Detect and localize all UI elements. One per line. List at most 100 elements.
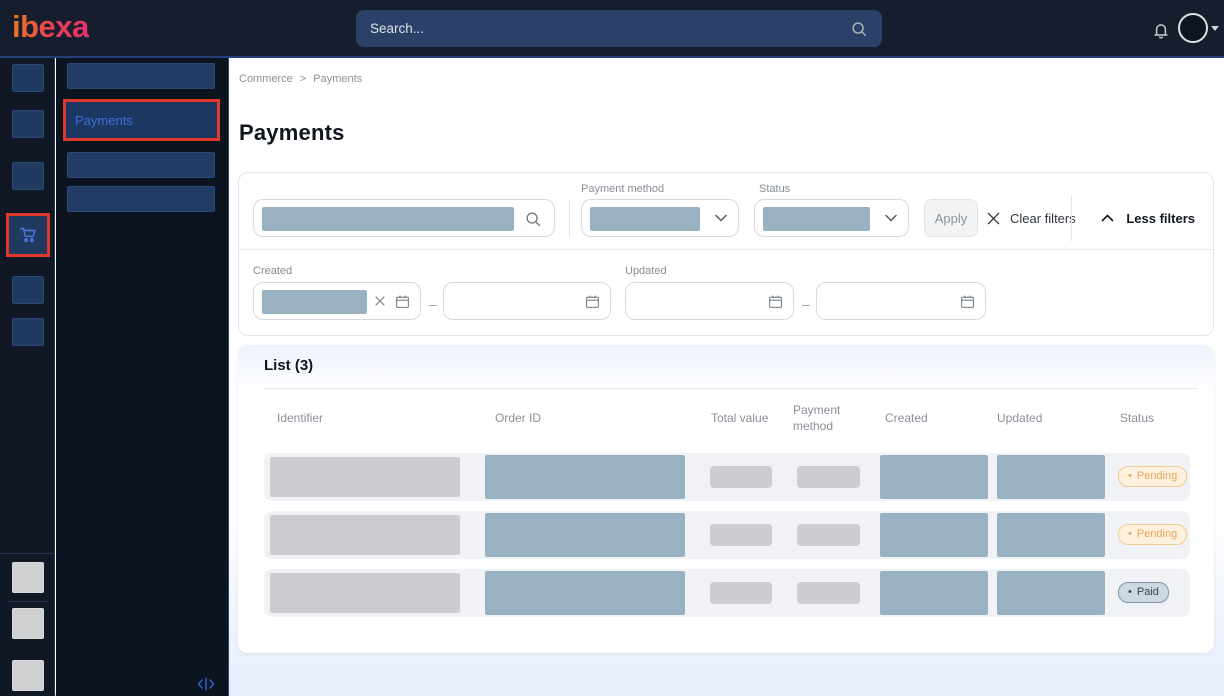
redacted-updated: [997, 513, 1105, 557]
table-header-row: Identifier Order ID Total value Payment …: [238, 400, 1214, 438]
redacted-order-id: [485, 455, 685, 499]
status-badge: • Pending: [1118, 466, 1187, 487]
col-status: Status: [1120, 411, 1154, 425]
user-menu-caret-icon[interactable]: [1211, 26, 1219, 31]
col-payment-method: Payment method: [793, 403, 845, 434]
calendar-icon[interactable]: [394, 293, 411, 310]
status-label: Status: [759, 183, 790, 195]
chevron-down-icon: [884, 213, 898, 223]
payment-method-dropdown[interactable]: [581, 199, 739, 237]
apply-button[interactable]: Apply: [924, 199, 978, 237]
nav-item-placeholder-2[interactable]: [12, 110, 44, 138]
rail-bottom-item-1[interactable]: [12, 562, 44, 593]
updated-label: Updated: [625, 265, 667, 277]
secondary-nav-panel: Payments: [56, 58, 229, 696]
calendar-icon[interactable]: [584, 293, 601, 310]
redacted-created-from-value: [262, 290, 367, 314]
rail-bottom-item-2[interactable]: [12, 608, 44, 639]
subnav-item-placeholder-2[interactable]: [67, 152, 215, 178]
redacted-total-value: [710, 524, 772, 546]
redacted-payment-method: [797, 582, 860, 604]
redacted-total-value: [710, 582, 772, 604]
nav-item-placeholder-1[interactable]: [12, 64, 44, 92]
nav-item-placeholder-3[interactable]: [12, 162, 44, 190]
clear-filters-label: Clear filters: [1010, 211, 1076, 226]
redacted-identifier: [270, 573, 460, 613]
redacted-identifier: [270, 515, 460, 555]
list-title: List (3): [264, 357, 313, 374]
status-dot: •: [1128, 470, 1132, 482]
nav-item-placeholder-5[interactable]: [12, 318, 44, 346]
nav-item-placeholder-4[interactable]: [12, 276, 44, 304]
redacted-created: [880, 513, 988, 557]
redacted-payment-method: [797, 466, 860, 488]
global-search[interactable]: [356, 10, 882, 47]
rail-bottom-item-3[interactable]: [12, 660, 44, 691]
filter-divider: [569, 199, 570, 237]
created-to-input[interactable]: [443, 282, 611, 320]
redacted-identifier: [270, 457, 460, 497]
table-row[interactable]: • Paid: [264, 569, 1190, 617]
col-order-id: Order ID: [495, 411, 541, 425]
table-row[interactable]: •Pending: [264, 511, 1190, 559]
redacted-created: [880, 571, 988, 615]
notifications-bell-icon[interactable]: [1150, 19, 1172, 41]
subnav-item-placeholder-3[interactable]: [67, 186, 215, 212]
updated-to-input[interactable]: [816, 282, 986, 320]
user-avatar[interactable]: [1178, 13, 1208, 43]
payments-list-card: List (3) Identifier Order ID Total value…: [238, 345, 1214, 653]
redacted-order-id: [485, 513, 685, 557]
status-dot: •: [1128, 586, 1132, 598]
subnav-item-payments[interactable]: Payments: [63, 99, 220, 141]
app-window: ibexa: [0, 0, 1224, 696]
table-row[interactable]: • Pending: [264, 453, 1190, 501]
redacted-payment-method-value: [590, 207, 700, 231]
filter-search-input[interactable]: [253, 199, 555, 237]
redacted-status-value: [763, 207, 870, 231]
cart-icon: [17, 224, 39, 246]
clear-date-icon[interactable]: [374, 295, 386, 307]
ibexa-logo: ibexa: [12, 9, 89, 45]
list-divider: [264, 388, 1198, 389]
main-content: Commerce > Payments Payments Payment met…: [229, 58, 1224, 696]
less-filters-button[interactable]: Less filters: [1100, 199, 1195, 237]
col-updated: Updated: [997, 411, 1042, 425]
calendar-icon[interactable]: [959, 293, 976, 310]
search-icon: [524, 210, 542, 228]
global-search-input[interactable]: [356, 21, 850, 36]
created-from-input[interactable]: [253, 282, 421, 320]
filters-card: Payment method Status Apply Clear fil: [238, 172, 1214, 336]
redacted-order-id: [485, 571, 685, 615]
status-badge-label: Pending: [1137, 470, 1177, 482]
payment-method-label: Payment method: [581, 183, 664, 195]
status-dot: •: [1128, 528, 1132, 540]
chevron-down-icon: [714, 213, 728, 223]
calendar-icon[interactable]: [767, 293, 784, 310]
status-badge: •Pending: [1118, 524, 1187, 545]
created-label: Created: [253, 265, 292, 277]
subnav-item-placeholder-1[interactable]: [67, 63, 215, 89]
topbar: ibexa: [0, 0, 1224, 58]
redacted-search-value: [262, 207, 514, 231]
redacted-created: [880, 455, 988, 499]
status-badge-label: Paid: [1137, 586, 1159, 598]
less-filters-label: Less filters: [1126, 211, 1195, 226]
rail-divider-2: [8, 601, 47, 602]
breadcrumb-separator: >: [300, 73, 306, 85]
subnav-item-payments-label: Payments: [75, 113, 133, 128]
redacted-payment-method: [797, 524, 860, 546]
status-dropdown[interactable]: [754, 199, 909, 237]
breadcrumb-commerce[interactable]: Commerce: [239, 73, 293, 85]
collapse-panel-icon[interactable]: [196, 676, 216, 692]
filter-rows-divider: [239, 249, 1213, 250]
chevron-up-icon: [1100, 213, 1115, 223]
updated-from-input[interactable]: [625, 282, 794, 320]
redacted-total-value: [710, 466, 772, 488]
redacted-updated: [997, 571, 1105, 615]
range-separator: –: [429, 296, 437, 312]
clear-filters-button[interactable]: Clear filters: [986, 199, 1076, 237]
status-badge: • Paid: [1118, 582, 1169, 603]
close-icon: [986, 211, 1001, 226]
range-separator: –: [802, 296, 810, 312]
nav-item-commerce-active[interactable]: [6, 213, 50, 257]
